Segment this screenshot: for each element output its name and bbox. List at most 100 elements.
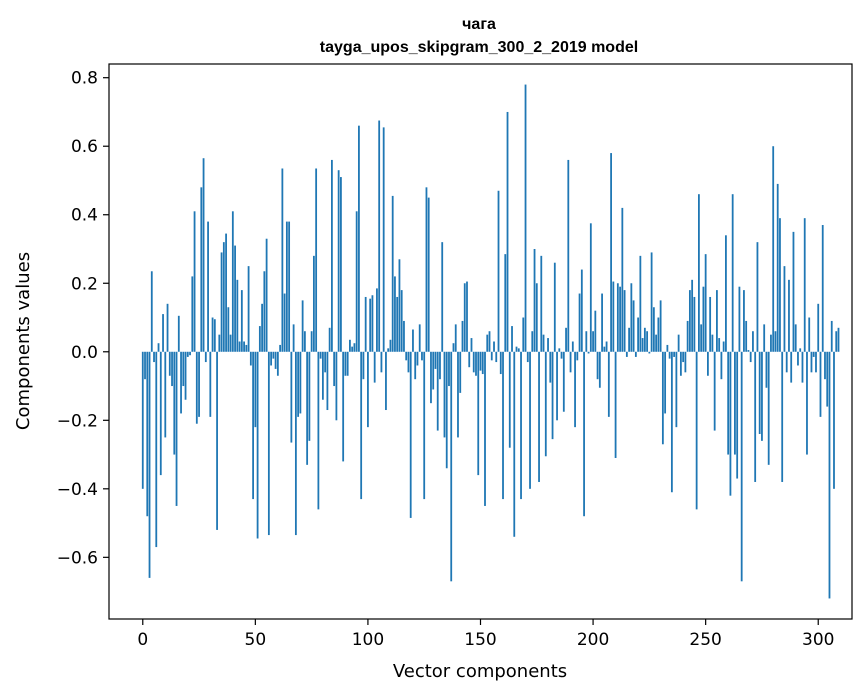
bar (549, 351, 552, 383)
bar (301, 300, 304, 352)
bar (540, 255, 543, 352)
y-tick-label: −0.4 (57, 480, 98, 500)
bar (493, 341, 495, 352)
bar (475, 351, 477, 376)
bar (195, 351, 198, 424)
bar (434, 351, 437, 369)
bar (693, 296, 696, 352)
bar (238, 341, 241, 352)
bar (213, 319, 216, 352)
bar (186, 351, 189, 357)
bar (547, 338, 549, 352)
bar (799, 348, 802, 352)
bar (754, 351, 757, 482)
bar (679, 351, 682, 376)
bar (720, 351, 723, 380)
bar (477, 351, 480, 476)
bar (441, 242, 444, 352)
bar (612, 281, 615, 352)
bar (657, 317, 660, 352)
bar (713, 351, 716, 431)
bar (797, 351, 799, 366)
bar (716, 290, 718, 352)
bar (349, 339, 351, 352)
y-tick-label: −0.2 (57, 411, 98, 431)
bar (835, 331, 838, 352)
bar (331, 159, 333, 352)
bar (306, 351, 309, 465)
bar (405, 351, 408, 361)
bar (177, 315, 180, 352)
bar (806, 351, 808, 455)
bar (258, 326, 261, 352)
x-axis: 0 50 100 150 200 250 300 (137, 619, 834, 650)
bar (634, 351, 637, 357)
bar (670, 351, 673, 493)
bar (391, 195, 394, 352)
bar (200, 187, 203, 352)
bar (261, 303, 263, 352)
y-axis: −0.6 −0.4 −0.2 0.0 0.2 0.4 0.6 0.8 (57, 69, 109, 568)
bar (562, 351, 565, 412)
bar (722, 341, 725, 352)
bar (472, 351, 475, 373)
bar (594, 310, 597, 352)
bar (522, 317, 525, 352)
bar (373, 351, 376, 383)
bar (707, 351, 709, 376)
bar (810, 351, 813, 373)
bar (666, 344, 669, 352)
bar (508, 351, 511, 448)
bar (643, 327, 646, 352)
bar (445, 351, 448, 469)
bar (389, 339, 392, 352)
bar (808, 317, 811, 352)
bar (698, 194, 700, 352)
bar (574, 351, 576, 428)
x-tick-label: 300 (802, 630, 834, 650)
bar (416, 351, 419, 366)
bar (695, 351, 698, 510)
bar (596, 351, 599, 380)
bar (265, 238, 268, 352)
bar (274, 351, 277, 369)
bar (616, 283, 619, 352)
bar (758, 351, 761, 434)
bar (830, 320, 833, 352)
bar (182, 351, 185, 387)
bar (421, 351, 423, 361)
bar (344, 351, 347, 376)
bar (231, 211, 234, 352)
bar (468, 351, 471, 368)
bar (785, 351, 788, 373)
bar (571, 341, 574, 352)
bar (603, 346, 606, 352)
bar (502, 351, 504, 500)
bar (184, 351, 187, 400)
bar (490, 351, 493, 361)
bar (567, 159, 570, 352)
bar (484, 351, 486, 506)
bar (601, 293, 603, 352)
bar (513, 351, 516, 537)
bar (382, 127, 385, 352)
bar (765, 351, 768, 388)
bar (324, 351, 327, 373)
bar (288, 221, 291, 352)
x-tick-label: 100 (352, 630, 384, 650)
bar (371, 295, 374, 352)
bar (639, 255, 642, 352)
bar (747, 350, 750, 352)
bar (659, 300, 662, 352)
y-tick-label: 0.6 (71, 137, 98, 157)
bar (369, 298, 372, 352)
bar (448, 351, 450, 387)
bar (150, 271, 153, 352)
bar (243, 341, 245, 352)
bar (394, 276, 396, 352)
bar (310, 331, 313, 352)
bar (691, 279, 694, 352)
bar (466, 281, 468, 352)
bar (340, 177, 342, 352)
bar (297, 351, 300, 417)
